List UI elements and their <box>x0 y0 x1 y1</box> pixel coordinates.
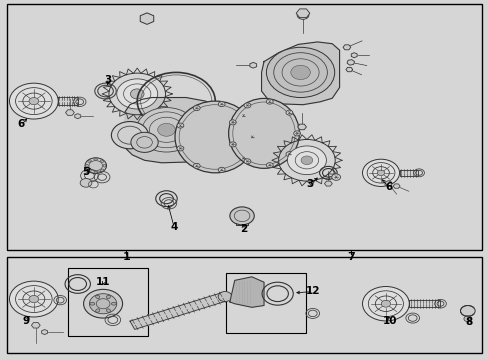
Circle shape <box>111 122 148 149</box>
Circle shape <box>381 300 390 307</box>
Circle shape <box>29 98 39 105</box>
Circle shape <box>9 83 58 119</box>
Text: 1: 1 <box>122 252 130 262</box>
Circle shape <box>177 123 183 128</box>
Ellipse shape <box>85 164 88 167</box>
Circle shape <box>218 167 224 172</box>
Polygon shape <box>125 98 219 163</box>
Ellipse shape <box>88 169 91 171</box>
Circle shape <box>362 159 399 186</box>
Ellipse shape <box>106 295 110 298</box>
Ellipse shape <box>96 309 100 312</box>
Circle shape <box>131 132 158 152</box>
Circle shape <box>83 289 122 318</box>
Text: 2: 2 <box>240 225 246 234</box>
Ellipse shape <box>94 171 98 173</box>
Ellipse shape <box>175 101 255 173</box>
Text: 8: 8 <box>464 317 471 327</box>
Ellipse shape <box>90 302 95 305</box>
Circle shape <box>266 99 273 104</box>
Circle shape <box>287 146 326 175</box>
Text: 11: 11 <box>96 277 110 287</box>
Circle shape <box>290 65 310 80</box>
Circle shape <box>331 174 340 180</box>
Ellipse shape <box>228 98 299 168</box>
Text: 3: 3 <box>104 75 111 85</box>
Circle shape <box>301 156 312 165</box>
Polygon shape <box>58 97 78 105</box>
Circle shape <box>377 170 384 176</box>
Circle shape <box>229 142 236 147</box>
Polygon shape <box>229 277 264 307</box>
Polygon shape <box>130 292 227 329</box>
Circle shape <box>229 120 236 125</box>
Circle shape <box>177 146 183 151</box>
Ellipse shape <box>100 160 103 162</box>
Polygon shape <box>261 42 339 105</box>
Circle shape <box>80 179 92 187</box>
Text: 7: 7 <box>346 252 354 262</box>
Text: 4: 4 <box>170 222 177 232</box>
Circle shape <box>285 152 292 157</box>
Circle shape <box>248 134 255 139</box>
Circle shape <box>193 105 200 111</box>
Text: 10: 10 <box>382 316 396 325</box>
Ellipse shape <box>106 309 110 312</box>
Ellipse shape <box>94 158 98 160</box>
Circle shape <box>9 281 58 317</box>
Bar <box>6 257 482 353</box>
Ellipse shape <box>88 160 91 162</box>
Circle shape <box>85 158 106 174</box>
Bar <box>68 268 148 336</box>
Circle shape <box>285 110 292 115</box>
Text: 9: 9 <box>22 316 30 325</box>
Circle shape <box>130 89 144 99</box>
Text: 3: 3 <box>305 179 313 189</box>
Circle shape <box>240 113 246 118</box>
Circle shape <box>244 103 250 108</box>
Ellipse shape <box>100 169 103 171</box>
Ellipse shape <box>111 302 116 305</box>
Circle shape <box>29 296 39 303</box>
Text: 6: 6 <box>18 120 25 129</box>
Circle shape <box>293 131 300 136</box>
Circle shape <box>266 47 334 98</box>
Circle shape <box>136 108 196 152</box>
Circle shape <box>460 306 474 316</box>
Circle shape <box>158 123 175 136</box>
Polygon shape <box>102 68 172 120</box>
Circle shape <box>142 15 152 22</box>
Circle shape <box>362 287 408 321</box>
Bar <box>225 273 306 333</box>
Polygon shape <box>408 300 439 307</box>
Circle shape <box>193 163 200 168</box>
Circle shape <box>218 102 224 107</box>
Circle shape <box>244 159 250 164</box>
Text: 12: 12 <box>305 286 319 296</box>
Ellipse shape <box>96 295 100 298</box>
Circle shape <box>218 292 231 302</box>
Bar <box>236 218 247 225</box>
Circle shape <box>117 79 158 109</box>
Circle shape <box>89 294 117 314</box>
Circle shape <box>240 156 246 161</box>
Ellipse shape <box>103 164 105 167</box>
Bar <box>6 4 482 250</box>
Circle shape <box>463 316 471 321</box>
Circle shape <box>297 11 308 19</box>
Circle shape <box>266 163 273 168</box>
Circle shape <box>229 207 254 225</box>
Polygon shape <box>271 135 341 186</box>
Text: 5: 5 <box>82 167 89 177</box>
Text: 6: 6 <box>385 182 392 192</box>
Polygon shape <box>399 170 417 176</box>
